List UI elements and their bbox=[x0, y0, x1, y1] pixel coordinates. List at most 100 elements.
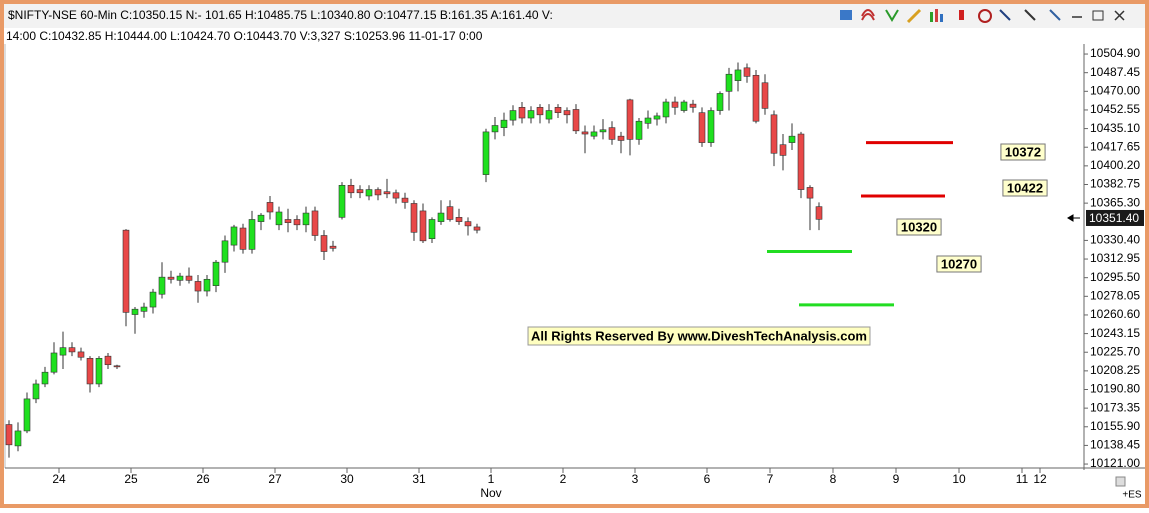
chart-background bbox=[4, 4, 1145, 504]
candle-body bbox=[230, 226, 238, 246]
candle-body bbox=[779, 144, 787, 156]
x-tick-label: 1 bbox=[488, 472, 495, 486]
x-tick-label: 30 bbox=[340, 472, 354, 486]
y-tick-label: 10243.15 bbox=[1090, 326, 1140, 340]
toolbar-icon[interactable] bbox=[885, 9, 899, 22]
x-tick-label: 7 bbox=[767, 472, 774, 486]
candle-body bbox=[635, 120, 643, 140]
candle-body bbox=[374, 189, 382, 196]
toolbar-icon[interactable] bbox=[940, 14, 943, 22]
x-tick-label: 2 bbox=[560, 472, 567, 486]
y-tick-label: 10435.10 bbox=[1090, 121, 1140, 135]
candle-body bbox=[410, 203, 418, 233]
y-tick-label: 10312.95 bbox=[1090, 251, 1140, 265]
candle-body bbox=[671, 101, 679, 108]
corner-label: +ES bbox=[1122, 490, 1142, 501]
y-tick-label: 10190.80 bbox=[1090, 382, 1140, 396]
candle-body bbox=[464, 221, 472, 227]
last-price-arrow bbox=[1067, 214, 1080, 222]
candle-body bbox=[500, 119, 508, 128]
candle-body bbox=[419, 210, 427, 242]
candle-body bbox=[14, 430, 22, 447]
y-tick-label: 10173.35 bbox=[1090, 400, 1140, 414]
x-tick-label: 6 bbox=[704, 472, 711, 486]
candle-body bbox=[752, 74, 760, 122]
x-tick-label: 12 bbox=[1033, 472, 1047, 486]
candle-body bbox=[581, 131, 589, 135]
candle-body bbox=[563, 110, 571, 116]
window-button[interactable] bbox=[1114, 10, 1125, 21]
candle-body bbox=[626, 99, 634, 140]
candle-body bbox=[401, 197, 409, 203]
candle-body bbox=[167, 276, 175, 280]
x-sublabel: Nov bbox=[480, 486, 501, 500]
y-tick-label: 10208.25 bbox=[1090, 363, 1140, 377]
candle-body bbox=[95, 358, 103, 385]
toolbar-icon[interactable] bbox=[840, 10, 852, 20]
candle-body bbox=[149, 291, 157, 308]
candle-body bbox=[545, 110, 553, 120]
candle-body bbox=[527, 110, 535, 119]
chart-subtitle: 14:00 C:10432.85 H:10444.00 L:10424.70 O… bbox=[6, 29, 483, 43]
y-tick-label: 10452.55 bbox=[1090, 102, 1140, 116]
candle-body bbox=[221, 240, 229, 263]
toolbar-icon[interactable] bbox=[959, 10, 964, 20]
candle-body bbox=[617, 135, 625, 141]
candle-body bbox=[248, 219, 256, 250]
annotation-box bbox=[1002, 179, 1048, 197]
candle-body bbox=[68, 347, 76, 353]
candle-body bbox=[491, 125, 499, 133]
watermark-box bbox=[527, 326, 871, 346]
candle-body bbox=[347, 184, 355, 194]
toolbar-icon[interactable] bbox=[1049, 9, 1061, 21]
candle-body bbox=[311, 210, 319, 236]
y-tick-label: 10470.00 bbox=[1090, 83, 1140, 97]
x-tick-label: 31 bbox=[412, 472, 426, 486]
candle-body bbox=[770, 114, 778, 154]
y-tick-label: 10382.75 bbox=[1090, 177, 1140, 191]
candle-body bbox=[815, 206, 823, 220]
toolbar-icon[interactable] bbox=[906, 8, 922, 24]
y-tick-label: 10138.45 bbox=[1090, 438, 1140, 452]
candle-body bbox=[185, 275, 193, 281]
candle-body bbox=[320, 235, 328, 252]
candle-body bbox=[203, 278, 211, 292]
candle-body bbox=[122, 229, 130, 313]
toolbar[interactable] bbox=[840, 8, 1125, 24]
candle-body bbox=[59, 347, 67, 356]
candle-body bbox=[608, 127, 616, 140]
annotation-label: 10422 bbox=[1007, 180, 1043, 195]
candle-body bbox=[212, 261, 220, 286]
candle-body bbox=[698, 112, 706, 143]
candle-body bbox=[176, 275, 184, 281]
annotation-label: 10270 bbox=[941, 256, 977, 271]
candle-body bbox=[356, 189, 364, 194]
x-tick-label: 9 bbox=[893, 472, 900, 486]
toolbar-icon[interactable] bbox=[999, 9, 1011, 21]
x-tick-label: 25 bbox=[124, 472, 138, 486]
x-tick-label: 11 bbox=[1016, 472, 1029, 486]
scroll-box[interactable] bbox=[1115, 476, 1126, 487]
toolbar-icon[interactable] bbox=[861, 9, 875, 21]
candle-body bbox=[725, 73, 733, 92]
candle-body bbox=[437, 212, 445, 222]
candle-body bbox=[806, 187, 814, 199]
toolbar-icon[interactable] bbox=[930, 12, 933, 22]
candle-body bbox=[140, 306, 148, 312]
x-tick-label: 10 bbox=[952, 472, 966, 486]
candle-body bbox=[599, 129, 607, 133]
y-tick-label: 10400.20 bbox=[1090, 158, 1140, 172]
window-button[interactable] bbox=[1092, 10, 1104, 21]
toolbar-icon[interactable] bbox=[978, 9, 992, 23]
x-tick-label: 27 bbox=[268, 472, 282, 486]
toolbar-icon[interactable] bbox=[1024, 9, 1036, 21]
y-tick-label: 10365.30 bbox=[1090, 195, 1140, 209]
y-tick-label: 10155.90 bbox=[1090, 419, 1140, 433]
candle-body bbox=[653, 115, 661, 120]
candle-body bbox=[365, 189, 373, 197]
toolbar-icon[interactable] bbox=[935, 9, 938, 22]
candle-body bbox=[23, 398, 31, 432]
candle-body bbox=[662, 101, 670, 118]
candle-body bbox=[761, 82, 769, 109]
